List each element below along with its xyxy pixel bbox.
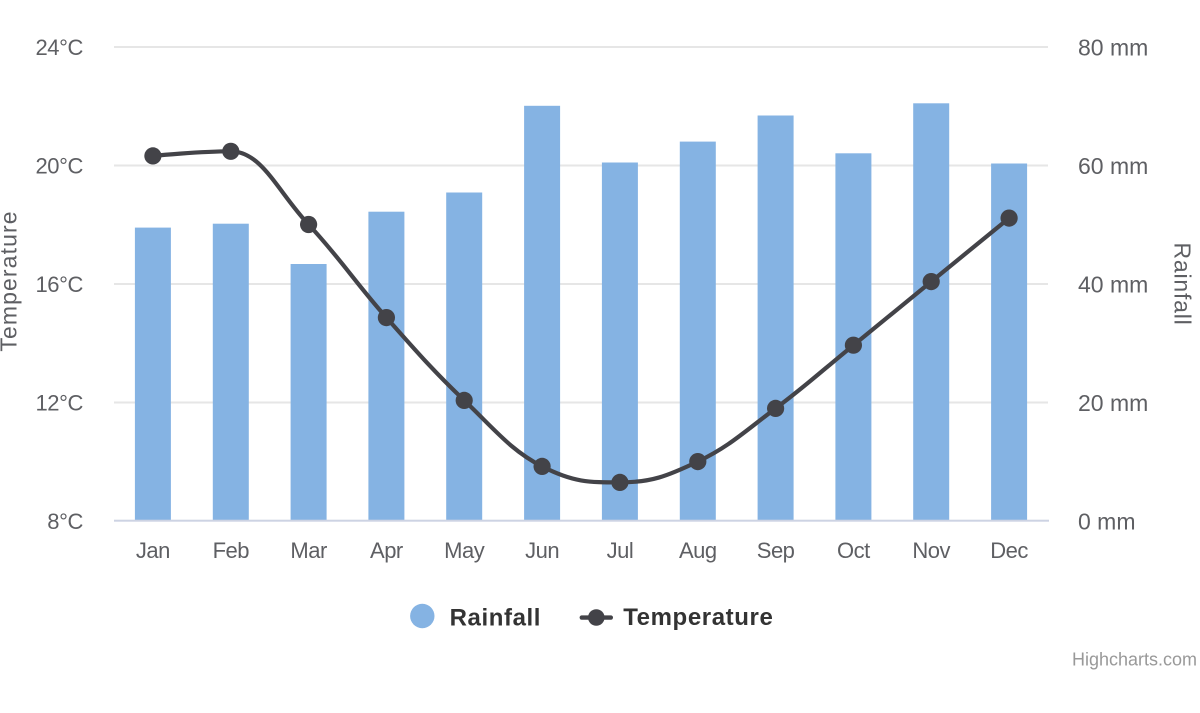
- svg-text:60 mm: 60 mm: [1078, 153, 1148, 179]
- svg-text:Highcharts.com: Highcharts.com: [1072, 650, 1197, 670]
- svg-text:80 mm: 80 mm: [1078, 34, 1148, 60]
- svg-text:Rainfall: Rainfall: [1170, 242, 1196, 325]
- svg-text:May: May: [444, 538, 485, 563]
- svg-text:Jan: Jan: [136, 538, 170, 563]
- svg-text:24°C: 24°C: [35, 35, 83, 60]
- svg-text:Temperature: Temperature: [623, 604, 773, 631]
- svg-text:Temperature: Temperature: [0, 210, 22, 351]
- svg-text:8°C: 8°C: [47, 509, 83, 534]
- svg-text:Apr: Apr: [370, 538, 403, 563]
- svg-text:40 mm: 40 mm: [1078, 271, 1148, 297]
- svg-text:0 mm: 0 mm: [1078, 508, 1136, 534]
- svg-text:Oct: Oct: [837, 538, 870, 563]
- svg-text:20°C: 20°C: [35, 154, 83, 179]
- svg-text:Dec: Dec: [990, 538, 1028, 563]
- svg-text:12°C: 12°C: [35, 391, 83, 416]
- svg-text:Sep: Sep: [757, 538, 795, 563]
- svg-text:Aug: Aug: [679, 538, 717, 563]
- svg-text:Jun: Jun: [525, 538, 559, 563]
- svg-text:Nov: Nov: [912, 538, 950, 563]
- svg-text:20 mm: 20 mm: [1078, 390, 1148, 416]
- svg-text:Feb: Feb: [213, 538, 250, 563]
- svg-text:Jul: Jul: [607, 538, 634, 563]
- svg-text:Rainfall: Rainfall: [450, 604, 541, 631]
- svg-text:16°C: 16°C: [35, 272, 83, 297]
- svg-text:Mar: Mar: [290, 538, 327, 563]
